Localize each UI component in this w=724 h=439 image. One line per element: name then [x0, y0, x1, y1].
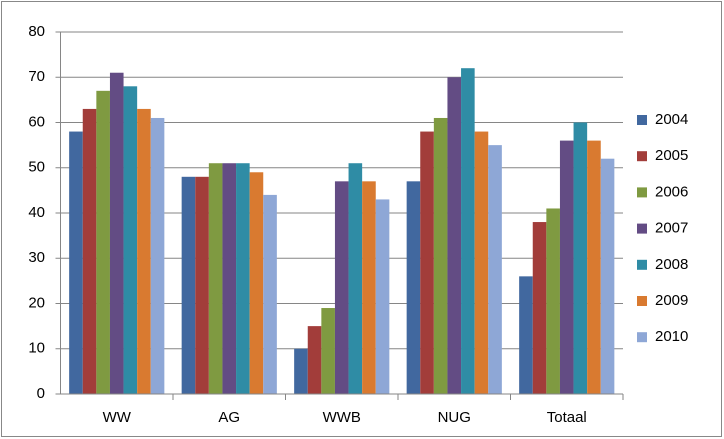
bar: [236, 163, 250, 394]
legend-label: 2005: [655, 147, 688, 164]
y-tick-label: 30: [28, 249, 45, 266]
legend-swatch: [637, 296, 647, 306]
bar: [307, 326, 322, 394]
y-tick-label: 80: [28, 23, 45, 40]
legend-label: 2010: [655, 328, 688, 345]
bar: [488, 145, 502, 394]
bar: [433, 117, 448, 394]
bar: [587, 140, 601, 394]
bar: [249, 172, 264, 394]
bar: [82, 108, 97, 395]
legend-swatch: [637, 259, 647, 270]
y-tick-label: 60: [28, 113, 45, 130]
bar: [600, 158, 615, 394]
bar: [519, 276, 533, 394]
bar: [181, 176, 196, 394]
legend-label: 2004: [655, 111, 688, 128]
bar: [222, 163, 237, 394]
bar: [208, 163, 223, 394]
legend-label: 2009: [655, 292, 688, 309]
legend-label: 2006: [655, 183, 688, 200]
legend-swatch: [637, 223, 647, 234]
bar: [96, 90, 110, 394]
bar: [109, 72, 124, 394]
x-tick-label: AG: [218, 409, 240, 426]
bar: [532, 222, 547, 394]
bar: [474, 131, 489, 395]
y-tick-label: 20: [28, 294, 45, 311]
legend-swatch: [637, 115, 647, 125]
legend-swatch: [637, 332, 647, 343]
bar: [546, 208, 560, 394]
bar: [362, 181, 376, 394]
bar: [573, 122, 588, 394]
bar: [321, 308, 335, 394]
y-tick-label: 70: [28, 68, 45, 85]
x-tick-label: Totaal: [547, 409, 587, 426]
x-tick-label: WW: [103, 409, 132, 426]
bar: [420, 131, 434, 395]
y-tick-label: 50: [28, 159, 45, 176]
bar: [334, 181, 349, 394]
legend-label: 2008: [655, 256, 688, 273]
bar: [294, 348, 308, 394]
bar: [461, 68, 475, 394]
y-tick-label: 10: [28, 340, 45, 357]
y-tick-label: 40: [28, 204, 45, 221]
legend-swatch: [637, 187, 647, 198]
legend-swatch: [637, 151, 647, 162]
bar: [348, 163, 363, 394]
bar: [123, 86, 138, 395]
bar: [137, 108, 151, 395]
bar: [150, 117, 165, 394]
bar: [375, 199, 390, 394]
bar: [406, 181, 421, 394]
bar: [69, 131, 83, 395]
bar: [447, 77, 462, 394]
x-tick-label: NUG: [438, 409, 471, 426]
bar: [195, 176, 209, 394]
y-tick-label: 0: [37, 385, 45, 402]
legend-label: 2007: [655, 220, 688, 237]
x-tick-label: WWB: [323, 409, 361, 426]
bar: [263, 194, 277, 394]
bar: [559, 140, 574, 394]
